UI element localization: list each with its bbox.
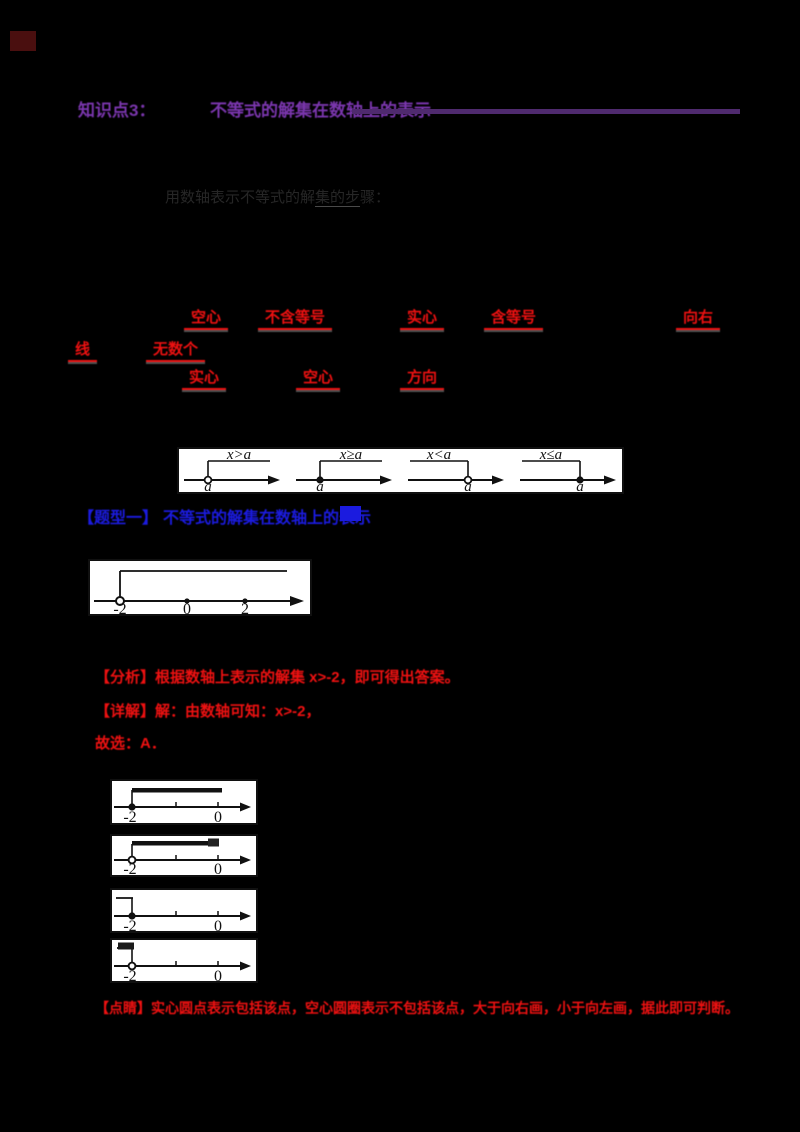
blank-answer: 线: [68, 338, 98, 362]
option-b-svg: -2 0: [114, 838, 251, 875]
arrowhead-icon: [240, 911, 251, 921]
inequality-label: x<a: [426, 449, 451, 463]
option-c-svg: -2 0: [114, 897, 251, 931]
option-a-svg: -2 0: [114, 788, 251, 823]
arrowhead-icon: [240, 855, 251, 865]
tick-label: 0: [183, 601, 191, 614]
tick-label: -2: [113, 601, 126, 614]
lesson-intro-tail: 骤：: [360, 189, 391, 206]
blank-answer: 向右: [676, 306, 721, 330]
open-circle-endpoint: [127, 855, 137, 865]
footnote-line: 【点睛】实心圆点表示包括该点，空心圆圈表示不包括该点，大于向右画，小于向左画，据…: [95, 1000, 739, 1016]
open-circle-endpoint: [127, 961, 137, 971]
problem-type-badge: 【题型一】: [78, 510, 159, 527]
blank-answer: 实心: [400, 306, 445, 330]
option-a-figure: -2 0: [110, 779, 258, 825]
arrowhead-icon: [268, 475, 280, 485]
blank-answer: 含等号: [484, 306, 544, 330]
lesson-intro-line: 用数轴表示不等式的解集的步骤：: [165, 186, 390, 207]
open-circle-endpoint: [463, 475, 473, 485]
diagram-x-gt-a: x>a a: [184, 449, 280, 492]
inequality-label: x>a: [226, 449, 251, 463]
arrowhead-icon: [492, 475, 504, 485]
point-label: a: [576, 479, 584, 492]
tick-label: 0: [214, 861, 222, 875]
solution-ray: [132, 841, 218, 846]
inequality-number-line-reference-figure: x>a a x≥a a x<a a: [177, 447, 624, 494]
option-d-figure: -2 0: [110, 938, 258, 983]
example-number-line-figure: -2 0 2: [88, 559, 312, 616]
tick-label: -2: [123, 918, 136, 931]
heading-rule: [352, 109, 740, 114]
ray-end-mark: [208, 838, 219, 847]
tick-label: 0: [214, 968, 222, 981]
solution-ray: [132, 788, 222, 793]
tick-label: -2: [123, 809, 136, 823]
lesson-intro-underlined: 集的步: [315, 189, 361, 207]
solid-dot-endpoint: [128, 803, 136, 811]
arrowhead-icon: [380, 475, 392, 485]
diagram-x-lt-a: x<a a: [408, 449, 504, 492]
ray-end-mark: [118, 942, 134, 950]
analysis-line: 【分析】根据数轴上表示的解集 x>-2，即可得出答案。: [95, 669, 460, 686]
heading-cursor-block: [340, 506, 361, 521]
tick-label: -2: [123, 968, 136, 981]
corner-mark: [10, 31, 36, 51]
blank-answer: 方向: [400, 366, 445, 390]
answer-line: 故选：A．: [95, 735, 166, 752]
arrowhead-icon: [240, 802, 251, 812]
problem-type-title: 不等式的解集在数轴上的表示: [163, 510, 372, 527]
solid-dot-endpoint: [576, 476, 584, 484]
option-d-svg: -2 0: [114, 942, 251, 981]
diagram-x-ge-a: x≥a a: [296, 449, 392, 492]
blank-answer: 空心: [184, 306, 229, 330]
tick-label: 0: [214, 809, 222, 823]
arrowhead-icon: [240, 961, 251, 971]
option-b-figure: -2 0: [110, 834, 258, 877]
tick-label: 2: [241, 601, 249, 614]
knowledge-point-badge: 知识点3：: [78, 101, 156, 120]
inequality-label: x≤a: [539, 449, 562, 463]
arrowhead-icon: [290, 596, 304, 606]
inequality-label: x≥a: [339, 449, 362, 463]
example-figure-svg: -2 0 2: [94, 570, 304, 614]
point-label: a: [204, 479, 212, 492]
solid-dot-endpoint: [316, 476, 324, 484]
blank-answer: 无数个: [146, 338, 206, 362]
lesson-intro-lead: 用数轴表示不等式的解: [165, 189, 316, 206]
point-label: a: [316, 479, 324, 492]
tick-label: 0: [214, 918, 222, 931]
blank-answer: 不含等号: [258, 306, 333, 330]
arrowhead-icon: [604, 475, 616, 485]
diagram-x-le-a: x≤a a: [520, 449, 616, 492]
tick-label: -2: [123, 861, 136, 875]
reference-figure-svg: x>a a x≥a a x<a a: [184, 449, 616, 492]
tick-dot: [242, 598, 248, 604]
option-c-figure: -2 0: [110, 888, 258, 933]
open-circle-endpoint: [203, 475, 213, 485]
tick-dot: [184, 598, 190, 604]
point-label: a: [464, 479, 472, 492]
blank-answer: 实心: [182, 366, 227, 390]
solid-dot-endpoint: [128, 912, 136, 920]
knowledge-point-title: 不等式的解集在数轴上的表示: [210, 101, 431, 120]
blank-answer: 空心: [296, 366, 341, 390]
solution-line: 【详解】解：由数轴可知：x>-2，: [95, 703, 321, 720]
open-circle-endpoint: [115, 596, 125, 606]
